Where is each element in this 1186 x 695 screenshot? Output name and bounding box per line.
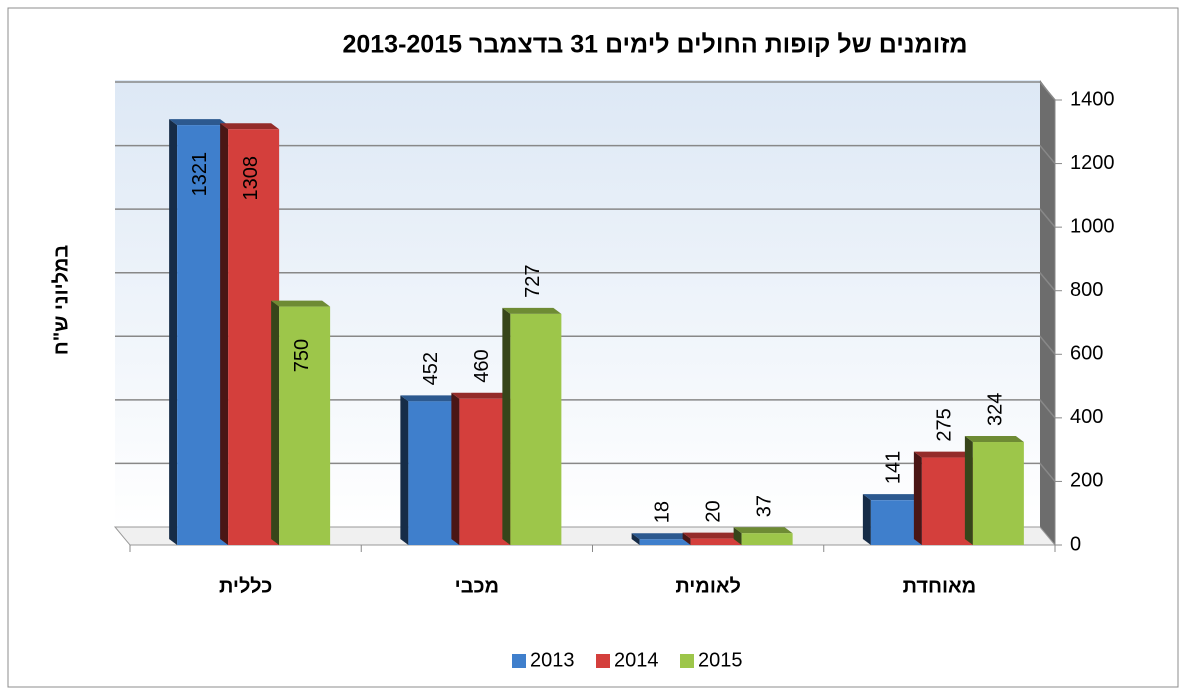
data-label: 750 [291,339,313,372]
y-tick-label: 1200 [1070,152,1115,174]
data-label: 324 [985,393,1007,426]
bar [870,500,922,545]
y-axis-title: במליוני ש"ח [50,245,72,356]
bar-top [913,451,973,458]
bar-top [631,533,691,540]
bar-side [913,451,922,545]
bar-top [733,527,793,534]
y-tick-label: 1400 [1070,88,1115,110]
data-label: 275 [934,408,956,441]
bar [228,129,280,545]
bar-top [502,307,562,314]
y-tick-label: 400 [1070,406,1103,428]
bar-side [502,307,511,545]
legend-swatch [596,654,610,668]
back-wall [115,80,1040,527]
bar-side [220,123,229,545]
bar [177,125,229,545]
x-tick-label: כללית [219,575,272,597]
data-label: 37 [753,495,775,517]
bar-top [220,123,280,130]
x-tick-label: לאומית [675,575,741,597]
bar-side [169,119,178,545]
legend-swatch [512,654,526,668]
grid-line [115,335,1056,355]
bar [279,306,331,545]
bar-side [631,533,640,545]
bar [972,442,1024,545]
data-label: 452 [420,352,442,385]
data-label: 1321 [189,152,211,197]
legend-label: 2014 [614,649,659,671]
bar [510,313,562,545]
bar-side [964,436,973,545]
data-label: 1308 [240,156,262,201]
grid-line [115,208,1056,228]
bar-top [400,395,460,402]
bar-side [271,300,280,545]
x-tick-label: מאוחדת [903,575,977,597]
bar [459,398,511,545]
y-tick-label: 600 [1070,343,1103,365]
bar-top [271,300,331,307]
x-tick-label: מכבי [455,575,499,597]
bar-top [862,494,922,501]
y-tick-label: 800 [1070,279,1103,301]
bar-side [862,494,871,545]
y-tick-label: 1000 [1070,215,1115,237]
grid-line [115,144,1056,165]
y-tick-label: 200 [1070,470,1103,492]
bar [921,457,973,545]
bar-side [400,395,409,545]
bar [741,533,793,545]
y-tick-label: 0 [1070,533,1081,555]
bar [408,401,460,545]
data-label: 18 [651,501,673,523]
chart-title: מזומנים של קופות החולים לימים 31 בדצמבר … [342,31,967,59]
grid-line [115,271,1056,292]
bar [639,539,691,545]
legend-label: 2013 [530,649,575,671]
data-label: 727 [522,265,544,298]
grid-line [115,81,1056,101]
legend-swatch [680,654,694,668]
bar-side [733,527,742,545]
data-label: 460 [471,349,493,382]
bar-top [964,436,1024,443]
data-label: 20 [702,500,724,522]
bar-top [682,532,742,539]
bar-side [682,532,691,545]
bar-side [451,392,460,545]
legend-label: 2015 [698,649,743,671]
side-wall [1040,80,1055,545]
bar-top [169,119,229,126]
data-label: 141 [883,451,905,484]
bar-top [451,392,511,399]
bar [690,538,742,545]
